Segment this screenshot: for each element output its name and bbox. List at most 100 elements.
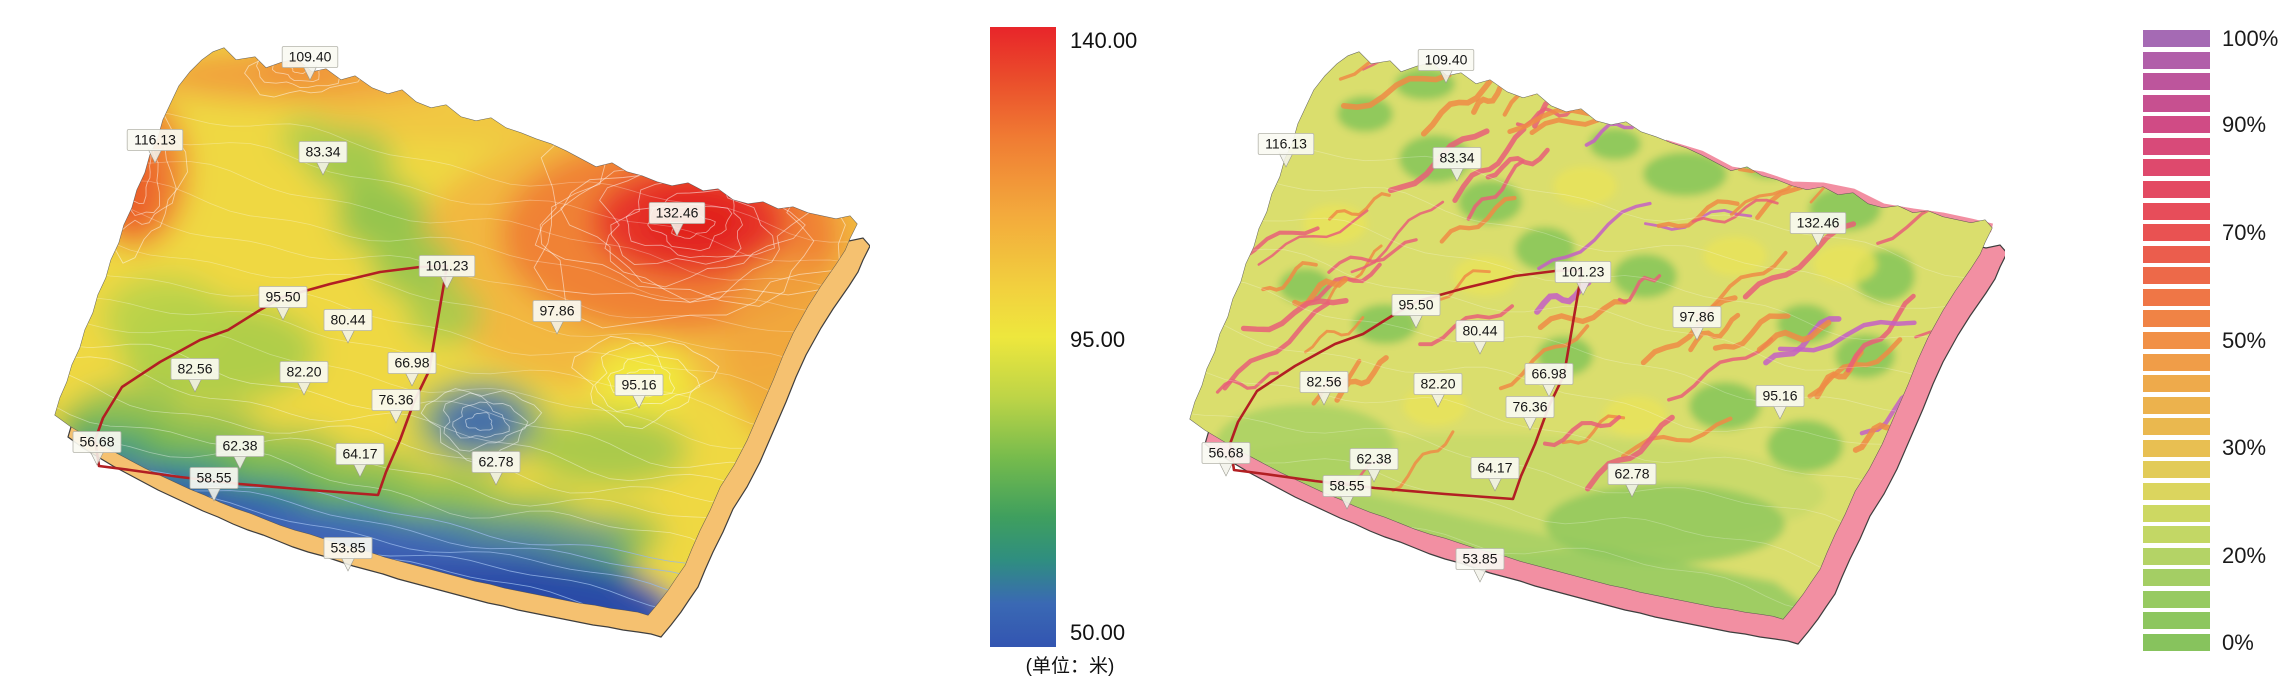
spot-elevation-value: 95.16 <box>621 377 656 393</box>
spot-elevation-marker: 95.16 <box>614 374 664 409</box>
spot-elevation-value: 83.34 <box>1439 150 1474 166</box>
slope-legend-segment <box>2143 137 2210 155</box>
spot-elevation-value: 64.17 <box>1477 460 1512 476</box>
slope-legend-segment <box>2143 353 2210 371</box>
slope-legend-segment <box>2143 461 2210 479</box>
spot-elevation-marker: 116.13 <box>1257 133 1315 168</box>
elevation-legend-min: 50.00 <box>1070 620 1126 645</box>
spot-elevation-value: 95.50 <box>265 289 300 305</box>
spot-elevation-value: 82.20 <box>1420 376 1455 392</box>
slope-legend-segment <box>2143 245 2210 263</box>
slope-legend-segment <box>2143 116 2210 134</box>
spot-elevation-marker: 62.38 <box>1349 448 1399 483</box>
spot-elevation-marker: 53.85 <box>323 537 373 572</box>
spot-elevation-marker: 62.78 <box>1607 463 1657 498</box>
spot-elevation-marker: 83.34 <box>1432 147 1482 182</box>
spot-elevation-markers: 109.40 116.13 83.34 132.46 101.23 95.50 80.44 9… <box>72 46 706 572</box>
spot-elevation-value: 101.23 <box>426 258 469 274</box>
slope-legend-segment <box>2143 202 2210 220</box>
spot-elevation-marker: 95.50 <box>258 286 308 321</box>
slope-legend-label: 70% <box>2222 219 2267 245</box>
spot-elevation-marker: 109.40 <box>281 46 339 81</box>
spot-elevation-marker: 80.44 <box>1455 320 1505 355</box>
slope-legend-segment <box>2143 94 2210 112</box>
slope-legend-segment <box>2143 526 2210 544</box>
spot-elevation-value: 56.68 <box>1208 445 1243 461</box>
slope-legend-label: 20% <box>2222 543 2267 569</box>
spot-elevation-value: 83.34 <box>305 144 340 160</box>
spot-elevation-marker: 83.34 <box>298 141 348 176</box>
slope-legend-label: 30% <box>2222 435 2267 461</box>
spot-elevation-value: 82.20 <box>286 364 321 380</box>
slope-legend-segment <box>2143 439 2210 457</box>
spot-elevation-marker: 82.56 <box>1299 371 1349 406</box>
spot-elevation-value: 82.56 <box>1306 374 1341 390</box>
spot-elevation-value: 53.85 <box>1462 551 1497 567</box>
slope-legend-label: 0% <box>2222 629 2254 655</box>
spot-elevation-value: 62.38 <box>222 438 257 454</box>
spot-elevation-value: 95.16 <box>1762 388 1797 404</box>
slope-legend-segment <box>2143 224 2210 242</box>
spot-elevation-value: 132.46 <box>656 205 699 221</box>
spot-elevation-marker: 62.38 <box>215 435 265 470</box>
spot-elevation-value: 76.36 <box>378 392 413 408</box>
spot-elevation-marker: 64.17 <box>1470 457 1520 492</box>
spot-elevation-value: 116.13 <box>1265 136 1307 152</box>
spot-elevation-marker: 116.13 <box>126 129 184 164</box>
spot-elevation-marker: 62.78 <box>471 451 521 486</box>
spot-elevation-marker: 97.86 <box>1672 306 1722 341</box>
slope-legend-segment <box>2143 30 2210 47</box>
slope-legend-label: 90% <box>2222 111 2267 137</box>
elevation-legend-mid: 95.00 <box>1070 327 1126 352</box>
spot-elevation-marker: 132.46 <box>1789 212 1847 247</box>
slope-legend-segment <box>2143 267 2210 285</box>
slope-legend-segment <box>2143 375 2210 393</box>
spot-elevation-value: 62.78 <box>1614 466 1649 482</box>
elevation-map-3d: 109.40 116.13 83.34 132.46 101.23 95.50 80.44 9… <box>54 46 870 638</box>
spot-elevation-value: 58.55 <box>1329 478 1364 494</box>
slope-legend-label: 50% <box>2222 327 2267 353</box>
spot-elevation-marker: 82.20 <box>279 361 329 396</box>
spot-elevation-value: 53.85 <box>330 540 365 556</box>
slope-legend-segment <box>2143 590 2210 608</box>
slope-legend-segment <box>2143 73 2210 91</box>
spot-elevation-value: 82.56 <box>177 361 212 377</box>
spot-elevation-value: 66.98 <box>1531 366 1566 382</box>
slope-legend-segment <box>2143 396 2210 414</box>
spot-elevation-marker: 97.86 <box>532 300 582 335</box>
slope-legend-segment <box>2143 569 2210 587</box>
slope-legend-segment <box>2143 418 2210 436</box>
spot-elevation-marker: 109.40 <box>1417 49 1475 84</box>
spot-elevation-value: 116.13 <box>134 132 176 148</box>
spot-elevation-marker: 66.98 <box>1524 363 1574 398</box>
spot-elevation-value: 80.44 <box>330 312 365 328</box>
spot-elevation-marker: 56.68 <box>1201 442 1251 477</box>
spot-elevation-marker: 82.20 <box>1413 373 1463 408</box>
spot-elevation-marker: 101.23 <box>1554 261 1612 296</box>
spot-elevation-marker: 58.55 <box>189 467 239 502</box>
slope-map-3d: 109.40 116.13 83.34 132.46 101.23 95.50 80.44 9… <box>1189 49 2005 645</box>
slope-legend-segment <box>2143 310 2210 328</box>
spot-elevation-marker: 132.46 <box>648 202 706 237</box>
spot-elevation-value: 66.98 <box>394 355 429 371</box>
spot-elevation-value: 64.17 <box>342 446 377 462</box>
spot-elevation-value: 101.23 <box>1562 264 1605 280</box>
spot-elevation-marker: 101.23 <box>418 255 476 290</box>
elevation-legend-max: 140.00 <box>1070 28 1138 53</box>
slope-legend-segment <box>2143 51 2210 69</box>
spot-elevation-value: 62.38 <box>1356 451 1391 467</box>
spot-elevation-marker: 56.68 <box>72 431 122 466</box>
spot-elevation-marker: 53.85 <box>1455 548 1505 583</box>
spot-elevation-value: 80.44 <box>1462 323 1497 339</box>
slope-legend-segment <box>2143 159 2210 177</box>
spot-elevation-marker: 95.16 <box>1755 385 1805 420</box>
slope-legend-segment <box>2143 332 2210 349</box>
slope-legend-segment <box>2143 181 2210 198</box>
spot-elevation-marker: 76.36 <box>371 389 421 424</box>
spot-elevation-marker: 95.50 <box>1391 294 1441 329</box>
spot-elevation-marker: 80.44 <box>323 309 373 344</box>
spot-elevation-marker: 64.17 <box>335 443 385 478</box>
spot-elevation-value: 97.86 <box>1679 309 1714 325</box>
spot-elevation-value: 95.50 <box>1398 297 1433 313</box>
